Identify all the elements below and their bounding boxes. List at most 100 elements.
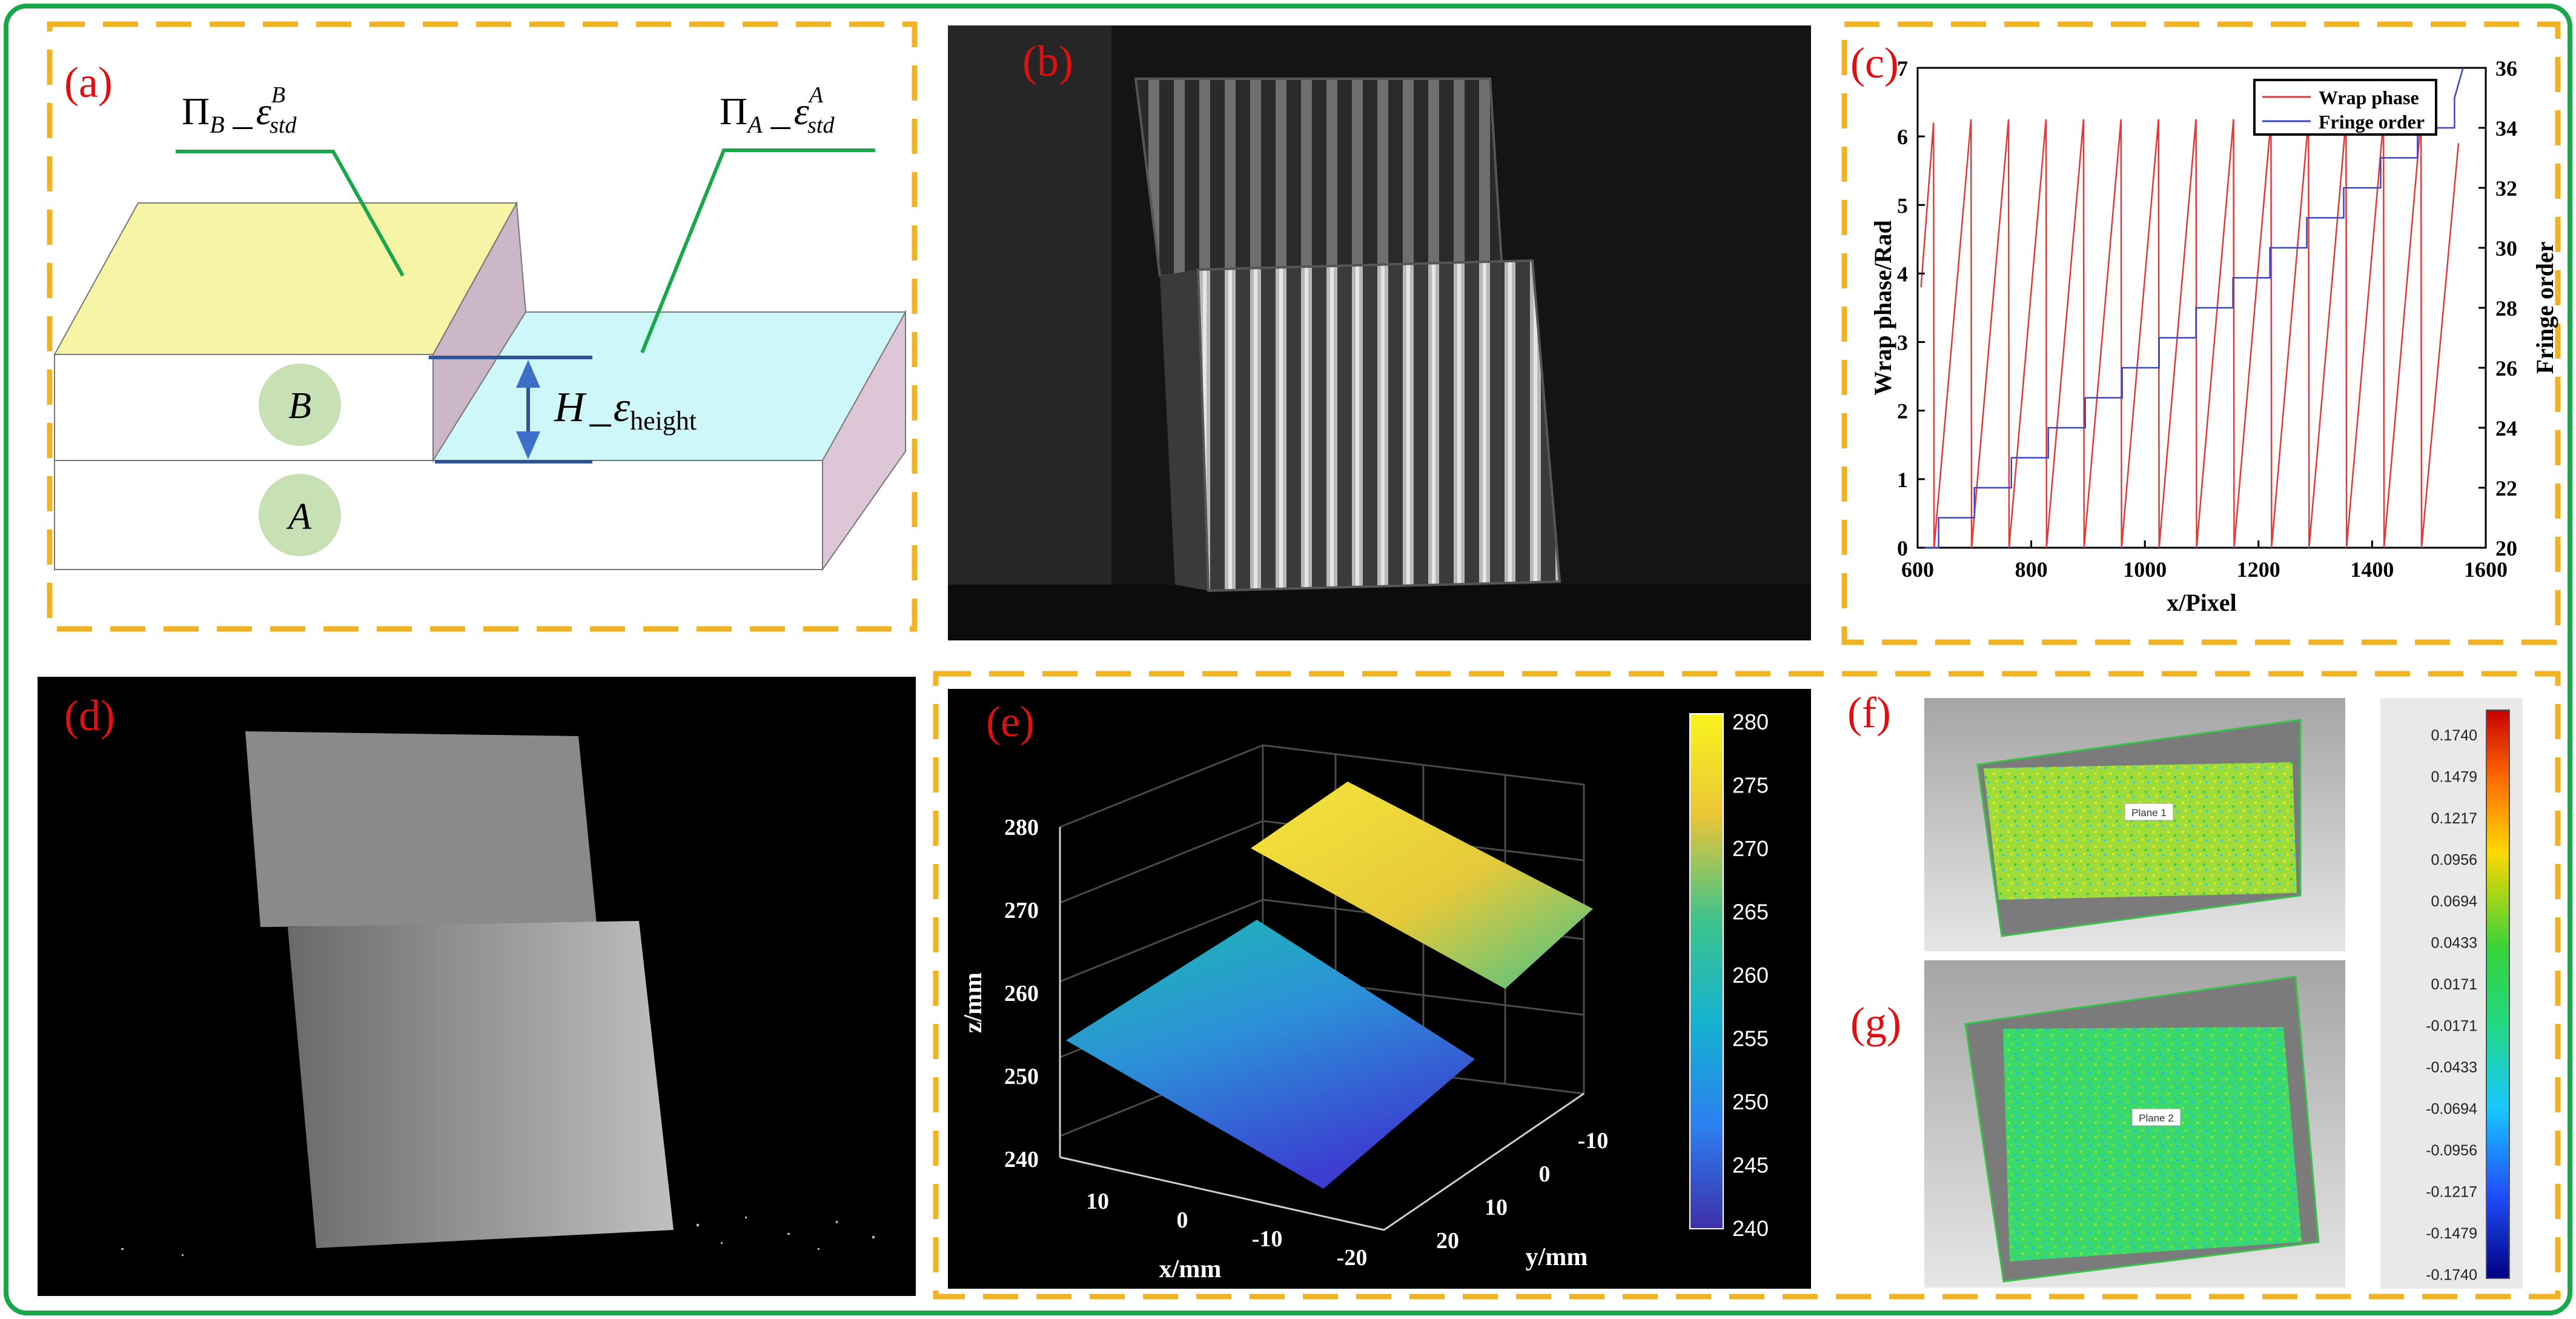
height-arrow-down-head: [516, 431, 540, 459]
deviation-scale-tick-label: 0.0171: [2431, 976, 2477, 993]
colorbar-tick-label: 240: [1732, 1216, 1769, 1241]
z-tick-label: 250: [1004, 1064, 1039, 1089]
legend-label-fringe-order: Fringe order: [2319, 111, 2425, 133]
x-tick-label: 1600: [2464, 557, 2508, 582]
x-tick-label: 1400: [2350, 557, 2394, 582]
panel-c: 600 800 1000 1200 1400 1600012345672022242628…: [1841, 21, 2561, 645]
plane-a-flatness-label: ΠA _εA std: [720, 82, 835, 138]
y-tick-label: 4: [1897, 262, 1908, 286]
deviation-scale-tick-label: -0.0433: [2426, 1059, 2477, 1076]
deviation-scale-tick-label: 0.0956: [2431, 852, 2477, 869]
y-tick-label: 10: [1485, 1195, 1508, 1220]
panel-b-label: (b): [1022, 37, 1073, 85]
deviation-scale-tick-label: 0.0694: [2431, 893, 2478, 910]
plane-2-tag: Plane 2: [2139, 1112, 2174, 1124]
block-b-front-face: [54, 354, 434, 461]
y-tick-label: -10: [1578, 1128, 1609, 1154]
chart-c-marks: [1920, 67, 2464, 549]
lower-gauge-block-fringes: [1196, 259, 1561, 593]
depth-map-lower-plane: [288, 921, 674, 1248]
y-right-tick-label: 34: [2495, 116, 2517, 141]
deviation-scale-tick-label: -0.0694: [2426, 1101, 2477, 1118]
deviation-scale-bar: [2486, 709, 2510, 1279]
z-tick-label: 240: [1004, 1147, 1039, 1172]
y-tick-label: 7: [1897, 56, 1908, 81]
chart-c-ticks: 600 800 1000 1200 1400 1600012345672022242628…: [1897, 56, 2517, 582]
panel-e: z/mm x/mm y/mm 280 270 260 250 240 10 0 -10 -20 -…: [948, 689, 1811, 1289]
panel-b: (b): [948, 25, 1811, 640]
panel-a-label: (a): [64, 58, 113, 107]
deviation-scale-tick-label: -0.1479: [2426, 1225, 2477, 1242]
deviation-scale: 0.1740 0.1479 0.1217 0.0956 0.0694 0.0433 0.01…: [2380, 698, 2523, 1289]
surface-plane-b: [1251, 782, 1593, 989]
plane-b-top-face: [53, 202, 518, 355]
plane-1-tag-box: [2124, 803, 2174, 821]
panel-c-dashed-border: [1841, 21, 2561, 645]
x-tick-label: 10: [1086, 1189, 1109, 1214]
plane-2-tag-box: [2131, 1108, 2181, 1126]
panel-d-label: (d): [64, 691, 115, 740]
chart-c-ylabel-right: Fringe order: [2531, 242, 2558, 374]
panel-c-label: (c): [1850, 39, 1899, 87]
panel-b-table: [948, 585, 1811, 640]
leader-line-plane-b: [176, 150, 405, 277]
panel-g: Plane 2 (g): [1850, 960, 2345, 1287]
panel-a: (a) B A H _εheight ΠB _εB std ΠA _εA std: [47, 21, 918, 632]
block-b-letter: B: [288, 385, 311, 427]
x-tick-label: 600: [1901, 557, 1934, 582]
panel-a-dashed-border: [47, 21, 918, 632]
block-a-front-face: [54, 460, 823, 570]
outer-frame: [4, 4, 2572, 1315]
deviation-scale-tick-label: -0.1217: [2426, 1184, 2477, 1201]
depth-map-upper-plane: [245, 731, 597, 927]
x-tick-label: 0: [1177, 1208, 1188, 1233]
panel-efg-dashed-border: [933, 671, 2561, 1300]
y-right-tick-label: 28: [2495, 296, 2517, 321]
legend-label-wrap-phase: Wrap phase: [2319, 87, 2419, 108]
deviation-scale-ticks: 0.1740 0.1479 0.1217 0.0956 0.0694 0.0433 0.01…: [2426, 727, 2477, 1284]
block-b-marker: [259, 364, 341, 446]
lower-gauge-block-side: [1160, 270, 1208, 591]
colorbar-tick-label: 245: [1732, 1153, 1769, 1178]
x-tick-label: 1200: [2237, 557, 2280, 582]
depth-map-noise: [121, 1217, 875, 1256]
z-tick-label: 270: [1004, 898, 1039, 923]
leader-line-plane-a: [640, 148, 875, 354]
y-tick-label: 5: [1897, 193, 1908, 218]
panel-f: Plane 1 (f): [1847, 688, 2345, 951]
x-tick-label: -20: [1337, 1245, 1368, 1271]
panel-g-label: (g): [1850, 998, 1901, 1047]
deviation-scale-tick-label: -0.1740: [2426, 1267, 2477, 1284]
z-tick-label: 280: [1004, 815, 1039, 840]
panel-e-label: (e): [986, 697, 1035, 746]
y-tick-label: 2: [1897, 399, 1908, 424]
panel-d: (d): [38, 677, 916, 1296]
panel-e-colorbar: [1689, 713, 1724, 1229]
colorbar-tick-label: 265: [1732, 900, 1769, 925]
y-tick-label: 0: [1897, 536, 1908, 560]
colorbar-tick-label: 280: [1732, 709, 1769, 734]
block-a-marker: [259, 474, 341, 556]
chart-c-ylabel: Wrap phase/Rad: [1869, 220, 1896, 395]
plane-1-tag: Plane 1: [2131, 807, 2167, 819]
deviation-scale-tick-label: -0.0171: [2426, 1018, 2477, 1035]
panel-e-xlabel: x/mm: [1159, 1255, 1222, 1283]
colorbar-tick-label: 270: [1732, 836, 1769, 861]
x-tick-label: -10: [1252, 1226, 1283, 1252]
panel-e-ticks: 280 270 260 250 240 10 0 -10 -20 -10 0 10 20: [1004, 815, 1608, 1271]
panel-e-ylabel: y/mm: [1526, 1243, 1588, 1271]
x-tick-label: 800: [2015, 557, 2048, 582]
deviation-scale-tick-label: 0.1217: [2431, 810, 2477, 827]
panel-g-deviation-map: [2003, 1027, 2302, 1261]
deviation-scale-tick-label: 0.1740: [2431, 727, 2477, 744]
panel-e-background: [948, 689, 1811, 1289]
deviation-scale-tick-label: 0.1479: [2431, 769, 2477, 786]
y-right-tick-label: 30: [2495, 236, 2517, 261]
panel-e-front-axes: [1059, 827, 1584, 1231]
y-right-tick-label: 22: [2495, 476, 2517, 500]
x-tick-label: 1000: [2123, 557, 2167, 582]
chart-c-xlabel: x/Pixel: [2167, 589, 2237, 616]
panel-e-colorbar-ticks: 280 275 270 265 260 255 250 245 240: [1732, 709, 1769, 1241]
y-right-tick-label: 26: [2495, 356, 2517, 380]
